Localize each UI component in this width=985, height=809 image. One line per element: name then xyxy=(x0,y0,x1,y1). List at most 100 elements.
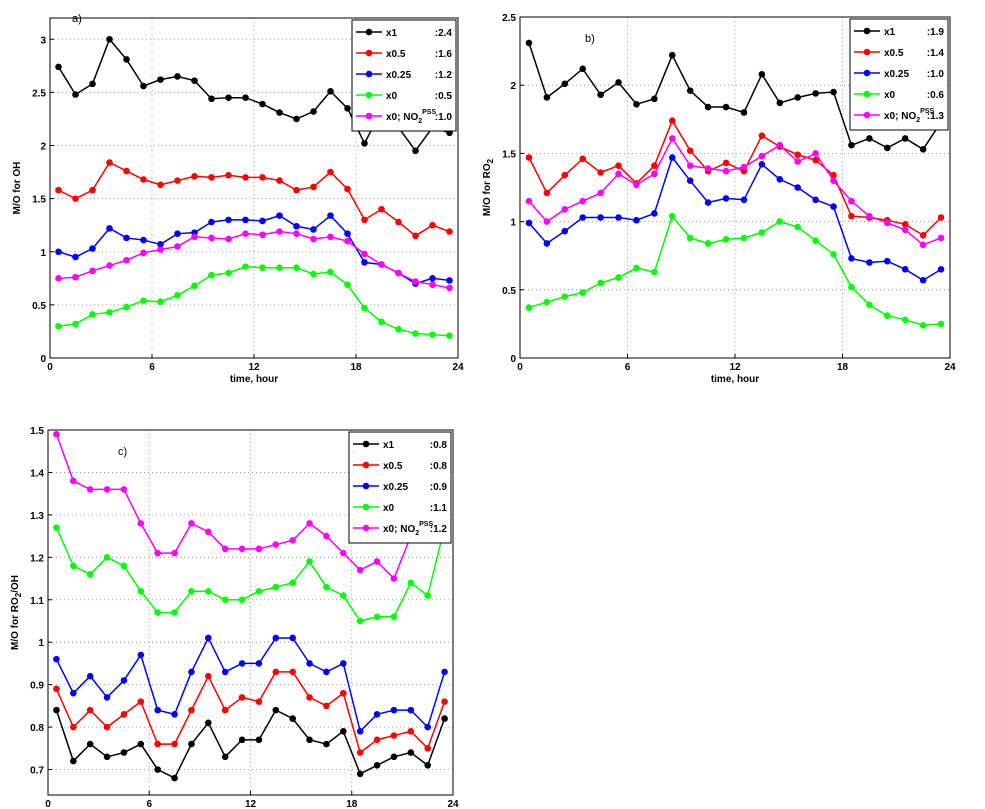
data-point xyxy=(356,770,364,778)
data-point xyxy=(651,170,658,178)
data-point xyxy=(429,221,436,229)
legend-name: x0; NO xyxy=(383,524,415,535)
data-point xyxy=(812,156,819,164)
legend-marker xyxy=(365,28,373,36)
data-point xyxy=(276,177,283,184)
y-tick-label: 0.9 xyxy=(30,681,44,692)
legend-name: x0 xyxy=(383,503,395,514)
data-point xyxy=(597,214,604,221)
y-tick-label: 1.2 xyxy=(30,553,44,564)
legend-label: x0.25 xyxy=(386,70,411,81)
legend-label: x0; NO2PSS xyxy=(386,109,436,125)
legend-label: x0; NO2PSS xyxy=(383,521,433,537)
data-point xyxy=(221,706,229,714)
y-label-sub: 2 xyxy=(486,158,495,163)
data-point xyxy=(191,282,198,290)
legend-marker xyxy=(863,90,871,98)
data-point xyxy=(174,73,181,80)
data-point xyxy=(289,537,296,544)
data-point xyxy=(597,189,604,197)
data-point xyxy=(208,95,215,103)
data-point xyxy=(293,115,300,123)
data-point xyxy=(208,174,215,181)
y-tick-label: 0.5 xyxy=(32,301,46,312)
data-point xyxy=(327,233,334,241)
data-point xyxy=(137,740,145,748)
data-point xyxy=(395,269,402,277)
data-point xyxy=(123,56,130,63)
legend-label: x0 xyxy=(383,503,395,514)
data-point xyxy=(171,711,178,718)
data-point xyxy=(242,94,249,101)
data-point xyxy=(794,151,802,159)
data-point xyxy=(758,229,766,236)
data-point xyxy=(615,162,622,169)
data-point xyxy=(272,583,280,591)
data-point xyxy=(259,264,266,271)
data-point xyxy=(446,284,453,292)
data-point xyxy=(390,732,398,739)
data-point xyxy=(106,309,113,316)
data-point xyxy=(848,255,855,262)
data-point xyxy=(848,283,855,291)
legend-marker xyxy=(362,524,370,532)
data-point xyxy=(429,275,436,282)
legend-name: x0.25 xyxy=(386,70,411,81)
data-point xyxy=(848,212,855,220)
data-point xyxy=(356,566,364,574)
data-point xyxy=(310,235,317,243)
data-point xyxy=(866,301,873,309)
data-point xyxy=(272,668,280,676)
data-point xyxy=(429,281,436,288)
data-point xyxy=(86,740,94,748)
data-point xyxy=(208,234,215,242)
data-point xyxy=(704,240,712,247)
data-point xyxy=(830,88,837,96)
data-point xyxy=(327,168,334,176)
data-point xyxy=(373,613,381,621)
series-line xyxy=(55,636,446,733)
y-label-text: M/O for OH xyxy=(12,162,23,215)
data-point xyxy=(633,100,640,108)
series-line xyxy=(528,214,942,327)
legend-name: x0; NO xyxy=(884,111,916,122)
legend-note: :1.6 xyxy=(435,49,453,60)
data-point xyxy=(238,596,246,604)
data-point xyxy=(188,587,195,595)
data-point xyxy=(171,774,178,782)
data-point xyxy=(441,668,448,676)
data-point xyxy=(106,35,113,43)
data-point xyxy=(174,230,181,237)
data-point xyxy=(89,80,96,88)
data-point xyxy=(327,212,334,219)
data-point xyxy=(55,248,62,256)
data-point xyxy=(446,332,453,339)
data-point xyxy=(259,100,266,108)
data-point xyxy=(154,609,161,616)
y-tick-label: 0.5 xyxy=(502,286,516,297)
panel: 0 6 12 18 24 0 0.5 1 1.5 2 2.5 time, hour M/O for RO… xyxy=(482,13,956,385)
data-point xyxy=(561,80,569,88)
data-point xyxy=(848,141,855,149)
data-point xyxy=(740,234,748,242)
data-point xyxy=(89,267,96,275)
data-point xyxy=(157,246,164,253)
data-point xyxy=(259,231,266,239)
legend-marker xyxy=(365,49,373,57)
data-point xyxy=(174,292,181,299)
data-point xyxy=(883,257,891,265)
data-point xyxy=(72,91,79,98)
data-point xyxy=(188,706,195,714)
y-tick-label: 1.5 xyxy=(502,149,516,160)
panel: 0 6 12 18 24 0 0.5 1 1.5 2 2.5 3 time, hour M/O for O… xyxy=(12,13,464,385)
data-point xyxy=(722,195,730,202)
y-tick-label: 3 xyxy=(40,35,46,46)
data-point xyxy=(412,147,419,155)
data-point xyxy=(758,132,766,139)
legend-label: x1 xyxy=(884,27,896,38)
legend-name: x0.25 xyxy=(884,69,909,80)
data-point xyxy=(668,212,676,220)
data-point xyxy=(221,753,229,761)
data-point xyxy=(72,195,79,202)
legend-note: :1.2 xyxy=(435,70,453,81)
